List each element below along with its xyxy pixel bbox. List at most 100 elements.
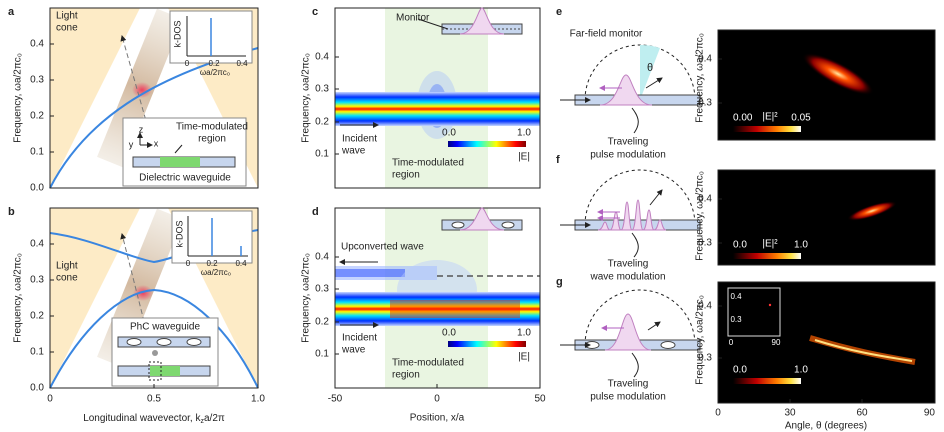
label: cone	[56, 273, 78, 284]
shape	[152, 350, 158, 356]
label: ωa/2πc₀	[200, 68, 230, 77]
shape	[335, 269, 405, 277]
x-tick-label: 0.5	[147, 394, 161, 405]
shape	[647, 321, 661, 331]
label: 1.0	[794, 365, 808, 376]
label: pulse modulation	[590, 392, 666, 403]
y-tick-label: 0.4	[30, 239, 44, 250]
shape	[597, 199, 667, 231]
label: region	[392, 370, 420, 381]
shape	[459, 7, 505, 35]
label: f	[556, 154, 560, 166]
label: |E|	[518, 152, 530, 163]
y-tick-label: 0.0	[30, 183, 44, 194]
y-tick-label: 0.0	[30, 383, 44, 394]
shape	[717, 29, 936, 141]
y-tick-label: 0.4	[315, 52, 329, 63]
label: Position, x/a	[410, 413, 465, 424]
y-tick-label: 0.1	[315, 149, 329, 160]
shape	[584, 289, 696, 346]
shape	[334, 7, 541, 189]
x-tick-label: 50	[534, 394, 546, 405]
label: k-DOS	[174, 221, 184, 248]
shape	[604, 313, 652, 351]
label: Light	[56, 261, 78, 272]
label: b	[8, 206, 15, 218]
x-tick-label: 60	[856, 408, 868, 419]
shape	[814, 339, 913, 362]
label: y	[129, 139, 134, 149]
y-tick-label: 0.3	[30, 75, 44, 86]
label: 0.4	[235, 259, 247, 268]
shape	[150, 366, 180, 376]
label: Traveling	[608, 137, 649, 148]
map-g	[717, 281, 936, 404]
label: |E|	[518, 352, 530, 363]
shape	[459, 207, 505, 231]
shape	[717, 169, 936, 266]
y-tick-label: 0.4	[30, 39, 44, 50]
shape	[733, 378, 801, 384]
label: z	[139, 124, 144, 134]
shape	[122, 117, 247, 187]
shape	[631, 352, 639, 378]
label: Incident	[342, 134, 377, 145]
label: Frequency, ωa/2πc₀	[695, 33, 706, 123]
label: a	[8, 6, 15, 18]
label: 0.05	[791, 113, 811, 124]
shape	[727, 287, 781, 337]
shape	[660, 341, 676, 349]
panel-d	[334, 207, 541, 389]
label: 0	[729, 338, 734, 347]
label: Longitudinal wavevector, kza/2π	[83, 413, 225, 426]
y-tick-label: 0.2	[30, 111, 44, 122]
shape	[718, 170, 935, 265]
label: 0	[186, 259, 191, 268]
x-tick-label: -50	[328, 394, 343, 405]
label-part: z	[200, 418, 204, 425]
shape	[599, 74, 653, 106]
label: Frequency, ωa/2πc₀	[13, 53, 24, 143]
label: Light	[56, 11, 78, 22]
label: Traveling	[608, 379, 649, 390]
label: x	[154, 138, 159, 148]
shape	[768, 303, 772, 307]
schematic-g	[560, 289, 701, 378]
label: c	[312, 6, 318, 18]
label: region	[392, 170, 420, 181]
shape	[174, 144, 183, 154]
label: 0.2	[206, 259, 218, 268]
label: Frequency, ωa/2πc₀	[695, 171, 706, 261]
label: pulse modulation	[590, 150, 666, 161]
map-f	[717, 169, 936, 266]
label: Far-field monitor	[570, 29, 643, 40]
shape	[335, 92, 540, 126]
label: Time-modulated	[176, 122, 248, 133]
shape	[718, 30, 935, 140]
label: wave	[341, 146, 366, 157]
shape	[640, 44, 660, 100]
label: 1.0	[794, 240, 808, 251]
y-tick-label: 0.4	[698, 54, 712, 65]
y-tick-label: 0.1	[30, 147, 44, 158]
y-tick-label: 0.2	[30, 311, 44, 322]
panel-c	[334, 7, 541, 189]
label: |E|²	[762, 112, 778, 123]
y-tick-label: 0.4	[315, 252, 329, 263]
label: 0.0	[442, 328, 456, 339]
shape	[417, 18, 449, 30]
y-tick-label: 0.3	[315, 284, 329, 295]
label: 0.0	[442, 128, 456, 139]
shape	[50, 8, 140, 188]
panel-a	[49, 7, 259, 189]
label: region	[198, 134, 226, 145]
label: 1.0	[517, 328, 531, 339]
label: θ	[647, 62, 653, 74]
label: 90	[772, 338, 781, 347]
label: 0.3	[730, 315, 742, 324]
label: Time-modulated	[392, 358, 464, 369]
schematic-e	[560, 44, 701, 134]
shape	[49, 288, 259, 389]
label: Frequency, ωa/2πc₀	[695, 295, 706, 385]
